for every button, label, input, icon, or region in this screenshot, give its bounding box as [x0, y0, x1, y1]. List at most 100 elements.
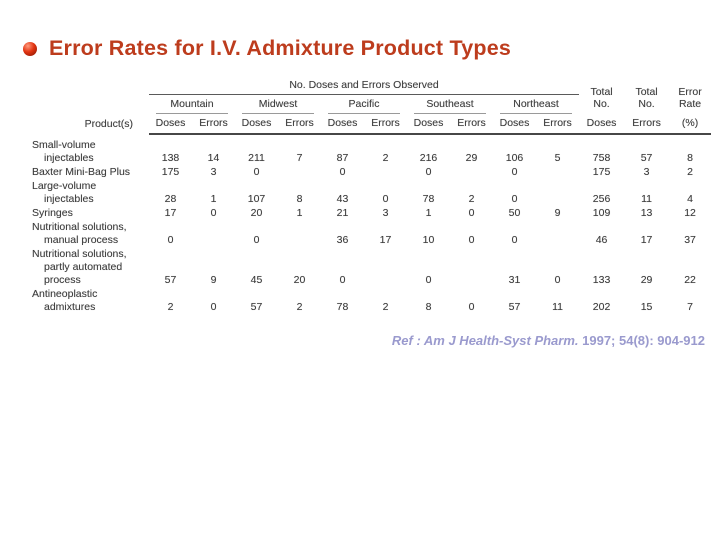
table-cell: 109 [592, 207, 611, 219]
table-cell [192, 221, 235, 248]
table-cell: 175 [161, 166, 180, 178]
row-label: Syringes [29, 207, 149, 221]
row-label-line: injectables [44, 193, 94, 205]
table-cell: 36 [336, 234, 349, 246]
row-label-line: Syringes [32, 207, 73, 219]
total-doses-header-line2: No. [593, 97, 610, 110]
reference-citation: Ref : Am J Health-Syst Pharm. 1997; 54(8… [392, 333, 705, 348]
subheader-errors: Errors [278, 114, 321, 135]
table-cell: 3 [382, 207, 389, 219]
row-label-line: process [44, 274, 81, 286]
product-column-header: Product(s) [84, 118, 133, 130]
bullet-icon [23, 41, 37, 56]
table-cell: 1 [210, 193, 217, 205]
error-rate-header-line3: (%) [669, 114, 712, 135]
table-cell: 8 [425, 301, 432, 313]
table-cell: 4 [687, 193, 693, 205]
row-label: Nutritional solutions, manual process [29, 221, 149, 248]
table-cell: 57 [640, 152, 653, 164]
total-errors-header-line2: No. [638, 97, 655, 110]
table-cell: 78 [336, 301, 349, 313]
row-label: Nutritional solutions, partly automated pr… [29, 248, 149, 288]
row-label-line: Nutritional solutions, [32, 221, 127, 233]
table-cell: 0 [468, 234, 475, 246]
error-rate-header: Error Rate [669, 79, 711, 114]
table-cell [536, 166, 579, 180]
table-cell: 9 [554, 207, 561, 219]
table-cell: 3 [643, 166, 650, 178]
table-cell: 106 [505, 152, 524, 164]
reference-numbers: 1997; 54(8): 904-912 [578, 333, 705, 348]
row-label-line: manual process [44, 234, 119, 246]
table-cell: 57 [250, 301, 263, 313]
region-label: Mountain [156, 98, 228, 114]
table-cell: 13 [640, 207, 653, 219]
table-body: Small-volume injectables 138 14 211 7 87 2 216 29… [29, 134, 711, 315]
table-cell: 2 [468, 193, 475, 205]
subheader-errors: Errors [450, 114, 493, 135]
table-cell: 0 [425, 166, 432, 178]
table-cell: 0 [167, 234, 174, 246]
table-cell: 2 [296, 301, 303, 313]
table-cell: 57 [508, 301, 521, 313]
table-cell: 43 [336, 193, 349, 205]
table-cell: 20 [250, 207, 263, 219]
row-label-line: Baxter Mini-Bag Plus [32, 166, 131, 178]
table-cell: 0 [253, 166, 260, 178]
table-cell: 29 [640, 274, 653, 286]
table-cell: 0 [511, 193, 518, 205]
region-header-southeast: Southeast [407, 95, 493, 114]
table-cell: 8 [687, 152, 693, 164]
table-cell: 22 [684, 274, 696, 286]
error-rate-header-line1: Error [678, 85, 702, 98]
table-cell [536, 180, 579, 207]
row-label-line: injectables [44, 152, 94, 164]
table-cell: 7 [296, 152, 303, 164]
table-cell: 211 [248, 152, 265, 164]
row-label: Small-volume injectables [29, 134, 149, 166]
table-cell: 12 [684, 207, 696, 219]
subheader-doses: Doses [235, 114, 278, 135]
table-cell: 29 [465, 152, 478, 164]
table-cell: 21 [336, 207, 349, 219]
table-cell: 78 [422, 193, 435, 205]
table-cell: 57 [164, 274, 177, 286]
table-cell: 175 [592, 166, 611, 178]
table-cell: 31 [508, 274, 521, 286]
region-header-northeast: Northeast [493, 95, 579, 114]
row-label-line: Small-volume [32, 139, 96, 151]
region-label: Southeast [414, 98, 486, 114]
table-cell: 28 [164, 193, 177, 205]
table-cell: 0 [468, 301, 475, 313]
table-cell: 0 [339, 274, 346, 286]
region-label: Pacific [328, 98, 400, 114]
table-cell [450, 248, 493, 288]
row-label-line: partly automated [44, 261, 123, 273]
table-cell: 1 [425, 207, 432, 219]
table-cell [364, 248, 407, 288]
table-cell: 17 [379, 234, 392, 246]
table-cell: 2 [382, 301, 389, 313]
subheader-errors: Errors [192, 114, 235, 135]
table-cell: 8 [296, 193, 303, 205]
region-header-midwest: Midwest [235, 95, 321, 114]
slide-title-row: Error Rates for I.V. Admixture Product T… [23, 36, 511, 61]
table-cell: 14 [207, 152, 220, 164]
table-cell [364, 166, 407, 180]
table-cell [536, 221, 579, 248]
table-cell: 0 [210, 207, 217, 219]
table-cell: 2 [687, 166, 693, 178]
subheader-errors: Errors [536, 114, 580, 135]
table-cell: 133 [592, 274, 611, 286]
subheader-doses: Doses [407, 114, 450, 135]
table-row: Nutritional solutions, partly automated pr… [29, 248, 711, 288]
table-cell: 2 [167, 301, 174, 313]
table-cell: 37 [684, 234, 696, 246]
table-cell: 17 [640, 234, 653, 246]
table-subheader-row: Doses Errors Doses Errors Doses Errors D… [29, 114, 712, 135]
table-cell: 10 [422, 234, 435, 246]
table-cell: 45 [250, 274, 263, 286]
row-label-line: Antineoplastic [32, 288, 98, 300]
table-cell: 15 [640, 301, 653, 313]
